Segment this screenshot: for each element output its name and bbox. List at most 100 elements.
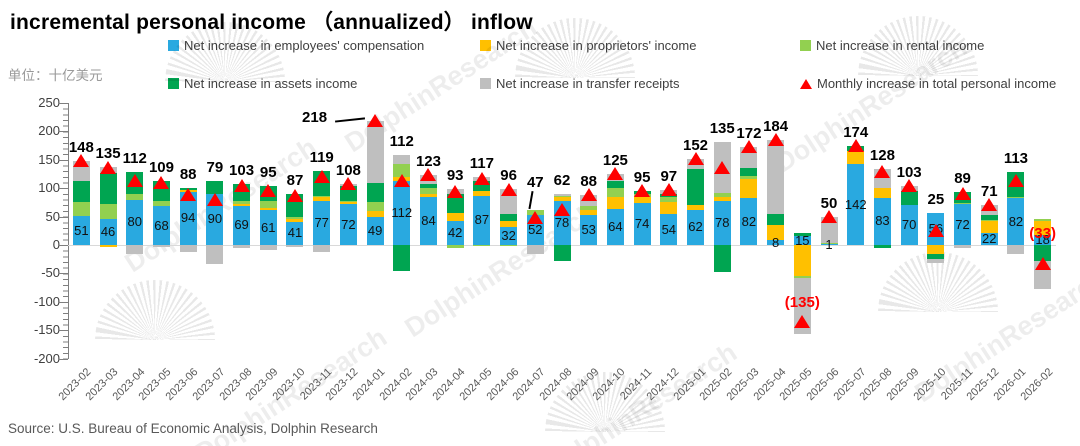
bar-value-label: 78 — [714, 214, 730, 230]
legend-item: Net increase in transfer receipts — [480, 76, 680, 91]
y-axis-major-tick — [58, 188, 68, 190]
bar-value-label: 8 — [771, 234, 780, 250]
bar-segment — [740, 198, 758, 245]
y-axis-major-tick — [58, 216, 68, 218]
bar-segment — [99, 245, 117, 247]
bar-segment — [820, 243, 838, 245]
total-marker-triangle-icon — [233, 179, 250, 193]
y-axis-major-tick — [58, 358, 68, 360]
bar-segment — [980, 232, 998, 245]
total-value-label: 95 — [633, 169, 651, 187]
bar-segment — [740, 175, 758, 180]
bar-segment — [366, 182, 384, 203]
bar-segment — [633, 202, 651, 245]
bar-segment — [339, 200, 357, 202]
total-marker-triangle-icon — [447, 185, 464, 199]
total-marker-triangle-icon — [607, 167, 624, 180]
bar-segment — [687, 168, 704, 206]
bar-segment — [313, 195, 331, 197]
bar-segment — [313, 196, 331, 202]
bar-value-label: 80 — [127, 214, 142, 230]
bar-value-label: 61 — [261, 219, 276, 235]
bar-segment — [233, 204, 251, 206]
total-marker-triangle-icon — [393, 174, 410, 188]
legend-swatch-icon — [480, 78, 491, 89]
total-marker-triangle-icon — [927, 223, 944, 237]
bar-value-label: 90 — [207, 211, 223, 227]
bar-segment — [206, 181, 224, 194]
y-axis-major-tick — [58, 103, 68, 104]
y-axis-major-tick — [58, 301, 68, 303]
bar-segment — [553, 245, 571, 261]
legend-item: Monthly increase in total personal incom… — [800, 76, 1056, 91]
legend-item: Net increase in rental income — [800, 38, 984, 53]
total-value-label: 103 — [896, 164, 922, 182]
bar-value-label: 84 — [421, 213, 436, 229]
total-marker-triangle-icon — [981, 197, 998, 211]
total-marker-triangle-icon — [313, 170, 330, 184]
bar-segment — [473, 191, 491, 196]
bar-value-label: 22 — [982, 230, 997, 246]
bar-segment — [233, 245, 251, 248]
bar-segment — [820, 216, 838, 244]
total-value-label: 97 — [660, 167, 678, 185]
bar-value-label: 18 — [1035, 231, 1050, 247]
total-marker-triangle-icon — [340, 176, 357, 190]
bar-segment — [393, 155, 411, 165]
total-marker-triangle-icon — [874, 165, 891, 179]
bar-segment — [286, 218, 304, 222]
bar-segment — [259, 200, 277, 208]
total-value-label: 112 — [122, 150, 147, 168]
watermark-fan-logo — [858, 16, 978, 76]
bar-segment — [339, 201, 357, 205]
total-marker-triangle-icon — [847, 139, 864, 153]
bar-segment — [1034, 219, 1052, 221]
total-marker-triangle-icon — [660, 182, 677, 196]
bar-segment — [900, 205, 918, 245]
bar-segment — [446, 213, 464, 222]
total-marker-triangle-icon — [260, 184, 277, 198]
total-marker-triangle-icon — [714, 161, 731, 175]
bar-value-label: 72 — [955, 216, 970, 232]
bar-segment — [954, 245, 972, 248]
bar-segment — [286, 245, 304, 247]
total-value-label: 50 — [820, 194, 838, 212]
total-marker-triangle-icon — [100, 161, 117, 175]
bar-segment — [366, 121, 384, 183]
total-value-label: 89 — [954, 169, 971, 187]
total-value-label: 108 — [335, 161, 361, 179]
legend-item: Net increase in employees' compensation — [168, 38, 424, 53]
bar-segment — [339, 186, 357, 201]
bar-value-label: 82 — [741, 213, 757, 229]
bar-segment — [553, 196, 571, 198]
bar-segment — [606, 196, 624, 209]
bar-segment — [873, 188, 891, 198]
bar-segment — [366, 217, 384, 245]
bar-value-label: 1 — [825, 236, 833, 252]
bar-segment — [553, 193, 571, 197]
bar-segment — [206, 193, 224, 245]
bar-value-label: 62 — [688, 219, 703, 235]
bar-segment — [419, 193, 437, 198]
bar-segment — [660, 214, 678, 245]
bar-segment — [606, 181, 624, 189]
total-marker-triangle-icon — [821, 209, 838, 223]
total-value-label: 113 — [1003, 149, 1029, 167]
bar-segment — [873, 197, 891, 245]
bar-segment — [152, 200, 170, 207]
bar-segment — [793, 236, 811, 245]
total-marker-triangle-icon — [954, 187, 971, 201]
y-axis-tick-label: -50 — [41, 265, 60, 281]
total-value-label: 112 — [389, 133, 414, 151]
bar-segment — [713, 245, 731, 272]
y-axis-tick-label: 150 — [38, 151, 60, 167]
bar-value-label: 94 — [180, 210, 196, 226]
bar-value-label: 42 — [447, 225, 463, 241]
bar-segment — [1007, 197, 1025, 199]
bar-segment — [206, 245, 224, 264]
total-marker-triangle-icon — [901, 179, 918, 193]
bar-segment — [393, 245, 411, 272]
bar-segment — [500, 245, 518, 247]
bar-value-label: 51 — [74, 222, 89, 238]
